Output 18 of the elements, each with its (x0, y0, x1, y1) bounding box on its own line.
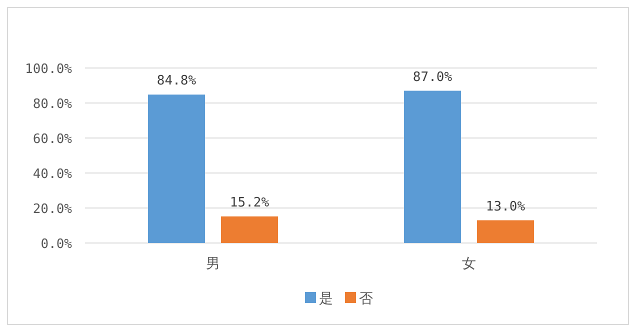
bar (404, 90, 461, 243)
y-tick-label: 60.0% (32, 132, 72, 147)
y-tick-label: 80.0% (32, 97, 72, 112)
data-label: 84.8% (156, 74, 196, 89)
data-label: 13.0% (486, 199, 526, 214)
data-label: 15.2% (230, 195, 270, 210)
bar (221, 216, 278, 243)
legend-label: 是 (319, 291, 333, 307)
y-tick-label: 100.0% (25, 62, 72, 77)
y-tick-label: 40.0% (32, 167, 72, 182)
data-label: 87.0% (412, 70, 452, 85)
x-tick-label: 男 (206, 256, 220, 272)
bar (148, 94, 205, 243)
x-tick-label: 女 (462, 256, 476, 272)
y-tick-label: 0.0% (40, 237, 72, 252)
legend-label: 否 (359, 291, 373, 307)
y-tick-label: 20.0% (32, 202, 72, 217)
bar (477, 220, 534, 243)
